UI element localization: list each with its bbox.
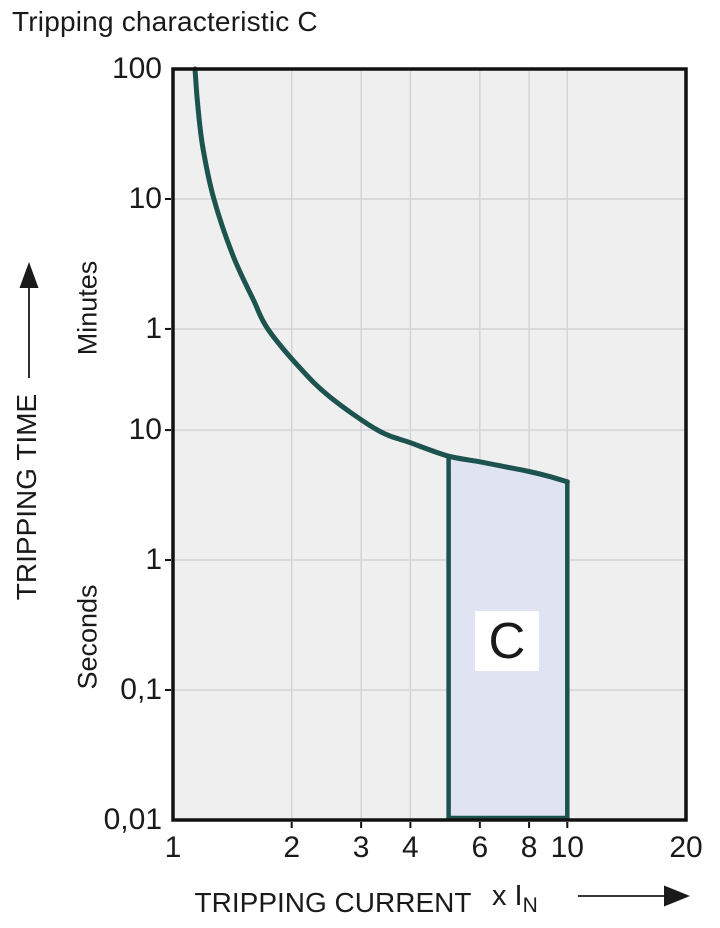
- x-axis-multiplier-sub: N: [522, 894, 538, 917]
- y-axis-title: TRIPPING TIME: [11, 393, 42, 601]
- right-arrow-head: [664, 885, 690, 907]
- x-tick-label: 6: [471, 831, 489, 864]
- y-tick-label: 0,01: [103, 803, 162, 836]
- y-tick-label: 10: [128, 181, 162, 215]
- y-tick-label: 0,1: [120, 673, 162, 707]
- plot-frame: [171, 67, 688, 822]
- x-axis-multiplier-base: x I: [492, 880, 523, 912]
- x-tick-label: 8: [520, 831, 538, 864]
- x-tick-label: 3: [352, 831, 370, 864]
- x-axis-title: TRIPPING CURRENT: [194, 887, 472, 918]
- x-tick-label: 1: [164, 831, 182, 864]
- x-tick-label: 20: [669, 831, 703, 864]
- y-tick-label: 1: [145, 543, 162, 577]
- y-tick-label: 10: [128, 413, 162, 447]
- trip-curve: [192, 66, 570, 485]
- y-tick-label: 1: [145, 311, 162, 345]
- y-tick-label: 100: [111, 52, 162, 85]
- x-tick-label: 4: [402, 831, 419, 864]
- figure-title: Tripping characteristic C: [12, 6, 318, 37]
- x-tick-label: 10: [550, 831, 584, 864]
- up-arrow-icon: [19, 262, 39, 378]
- plot-background: [173, 69, 686, 820]
- up-arrow-head: [19, 262, 39, 288]
- right-arrow-icon: [578, 885, 690, 907]
- x-axis-multiplier: x IN: [492, 880, 538, 916]
- region-label: C: [474, 610, 539, 671]
- x-tick-label: 2: [283, 831, 301, 864]
